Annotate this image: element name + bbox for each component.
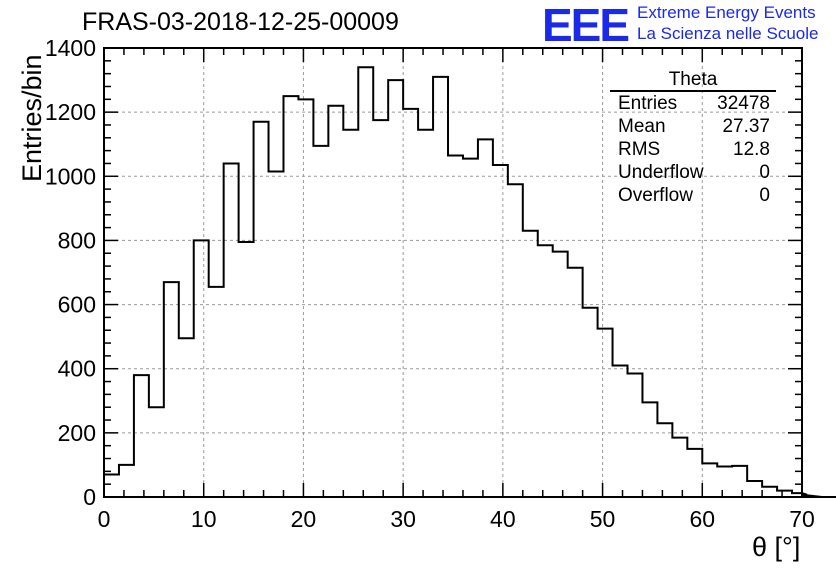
stats-value: 32478 [717, 93, 770, 114]
y-tick-label: 600 [58, 292, 96, 318]
y-tick-label: 200 [58, 420, 96, 446]
stats-value: 27.37 [722, 116, 770, 137]
stats-title: Theta [610, 70, 776, 92]
x-tick-label: 0 [98, 506, 111, 532]
stats-label: Mean [618, 116, 666, 137]
y-tick-label: 800 [58, 227, 96, 253]
x-tick-label: 30 [390, 506, 416, 532]
stats-row-mean: Mean 27.37 [610, 115, 778, 138]
axis-ticks [103, 47, 803, 498]
stats-box: Theta Entries 32478 Mean 27.37 RMS 12.8 Und… [610, 70, 778, 207]
y-axis-label: Entries/bin [17, 54, 47, 182]
stats-value: 0 [759, 185, 770, 206]
x-axis-label: θ [°] [752, 532, 801, 562]
grid-lines [104, 48, 802, 497]
stats-row-rms: RMS 12.8 [610, 138, 778, 161]
stats-label: RMS [618, 139, 661, 160]
x-tick-label: 40 [490, 506, 516, 532]
y-tick-label: 1200 [45, 99, 96, 125]
x-tick-label: 50 [590, 506, 616, 532]
eee-logo: EEE [542, 0, 630, 51]
x-tick-label: 60 [689, 506, 715, 532]
stats-value: 12.8 [733, 139, 770, 160]
stats-row-underflow: Underflow 0 [610, 161, 778, 184]
y-tick-label: 1400 [45, 35, 96, 61]
stats-label: Underflow [618, 162, 704, 183]
y-tick-labels: 0 200 400 600 800 1000 1200 1400 [45, 35, 96, 510]
y-tick-label: 1000 [45, 163, 96, 189]
stats-label: Entries [618, 93, 678, 114]
logo-caption-line2: La Scienza nelle Scuole [637, 24, 819, 43]
histogram-step-line [103, 66, 836, 498]
x-tick-label: 70 [789, 506, 815, 532]
stats-label: Overflow [618, 185, 693, 206]
y-tick-label: 0 [83, 484, 96, 510]
stats-row-entries: Entries 32478 [610, 92, 778, 115]
chart-title: FRAS-03-2018-12-25-00009 [82, 8, 399, 36]
x-tick-label: 20 [291, 506, 317, 532]
plot-frame [103, 47, 803, 498]
x-tick-label: 10 [191, 506, 217, 532]
x-tick-labels: 0 10 20 30 40 50 60 70 [98, 506, 815, 532]
logo-caption-line1: Extreme Energy Events [637, 3, 816, 22]
stats-row-overflow: Overflow 0 [610, 184, 778, 207]
y-tick-label: 400 [58, 356, 96, 382]
stats-value: 0 [759, 162, 770, 183]
